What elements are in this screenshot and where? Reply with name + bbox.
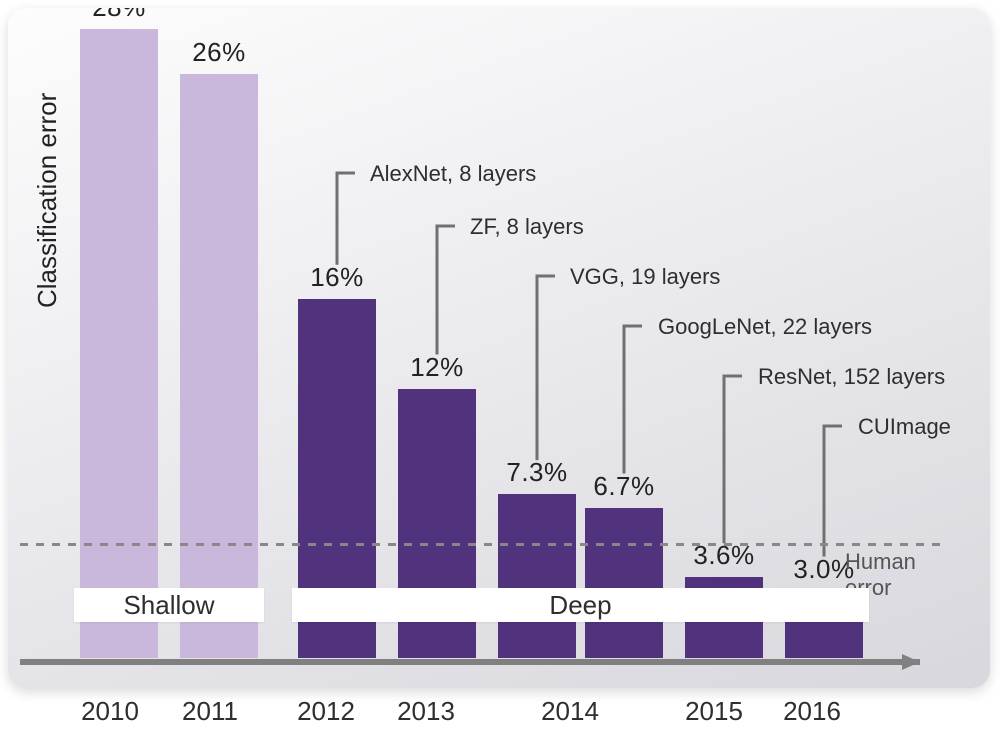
callout-connector (60, 18, 960, 658)
x-axis-tick-label: 2011 (170, 696, 250, 727)
group-band-label: Shallow (74, 592, 264, 618)
human-error-line (20, 543, 940, 546)
group-band-deep: Deep (292, 588, 869, 622)
x-axis-tick-label: 2015 (674, 696, 754, 727)
x-axis-arrow (20, 654, 940, 678)
chart-card: 28%26%16%AlexNet, 8 layers12%ZF, 8 layer… (8, 8, 990, 688)
group-band-shallow: Shallow (74, 588, 264, 622)
x-axis-tick-label: 2010 (70, 696, 150, 727)
x-axis-tick-label: 2012 (286, 696, 366, 727)
x-axis-tick-label: 2014 (530, 696, 610, 727)
callout-text: CUImage (858, 414, 951, 440)
plot-area: 28%26%16%AlexNet, 8 layers12%ZF, 8 layer… (60, 18, 960, 658)
x-axis-tick-label: 2016 (772, 696, 852, 727)
y-axis-label: Classification error (32, 93, 63, 308)
group-band-label: Deep (292, 592, 869, 618)
x-axis-tick-label: 2013 (386, 696, 466, 727)
